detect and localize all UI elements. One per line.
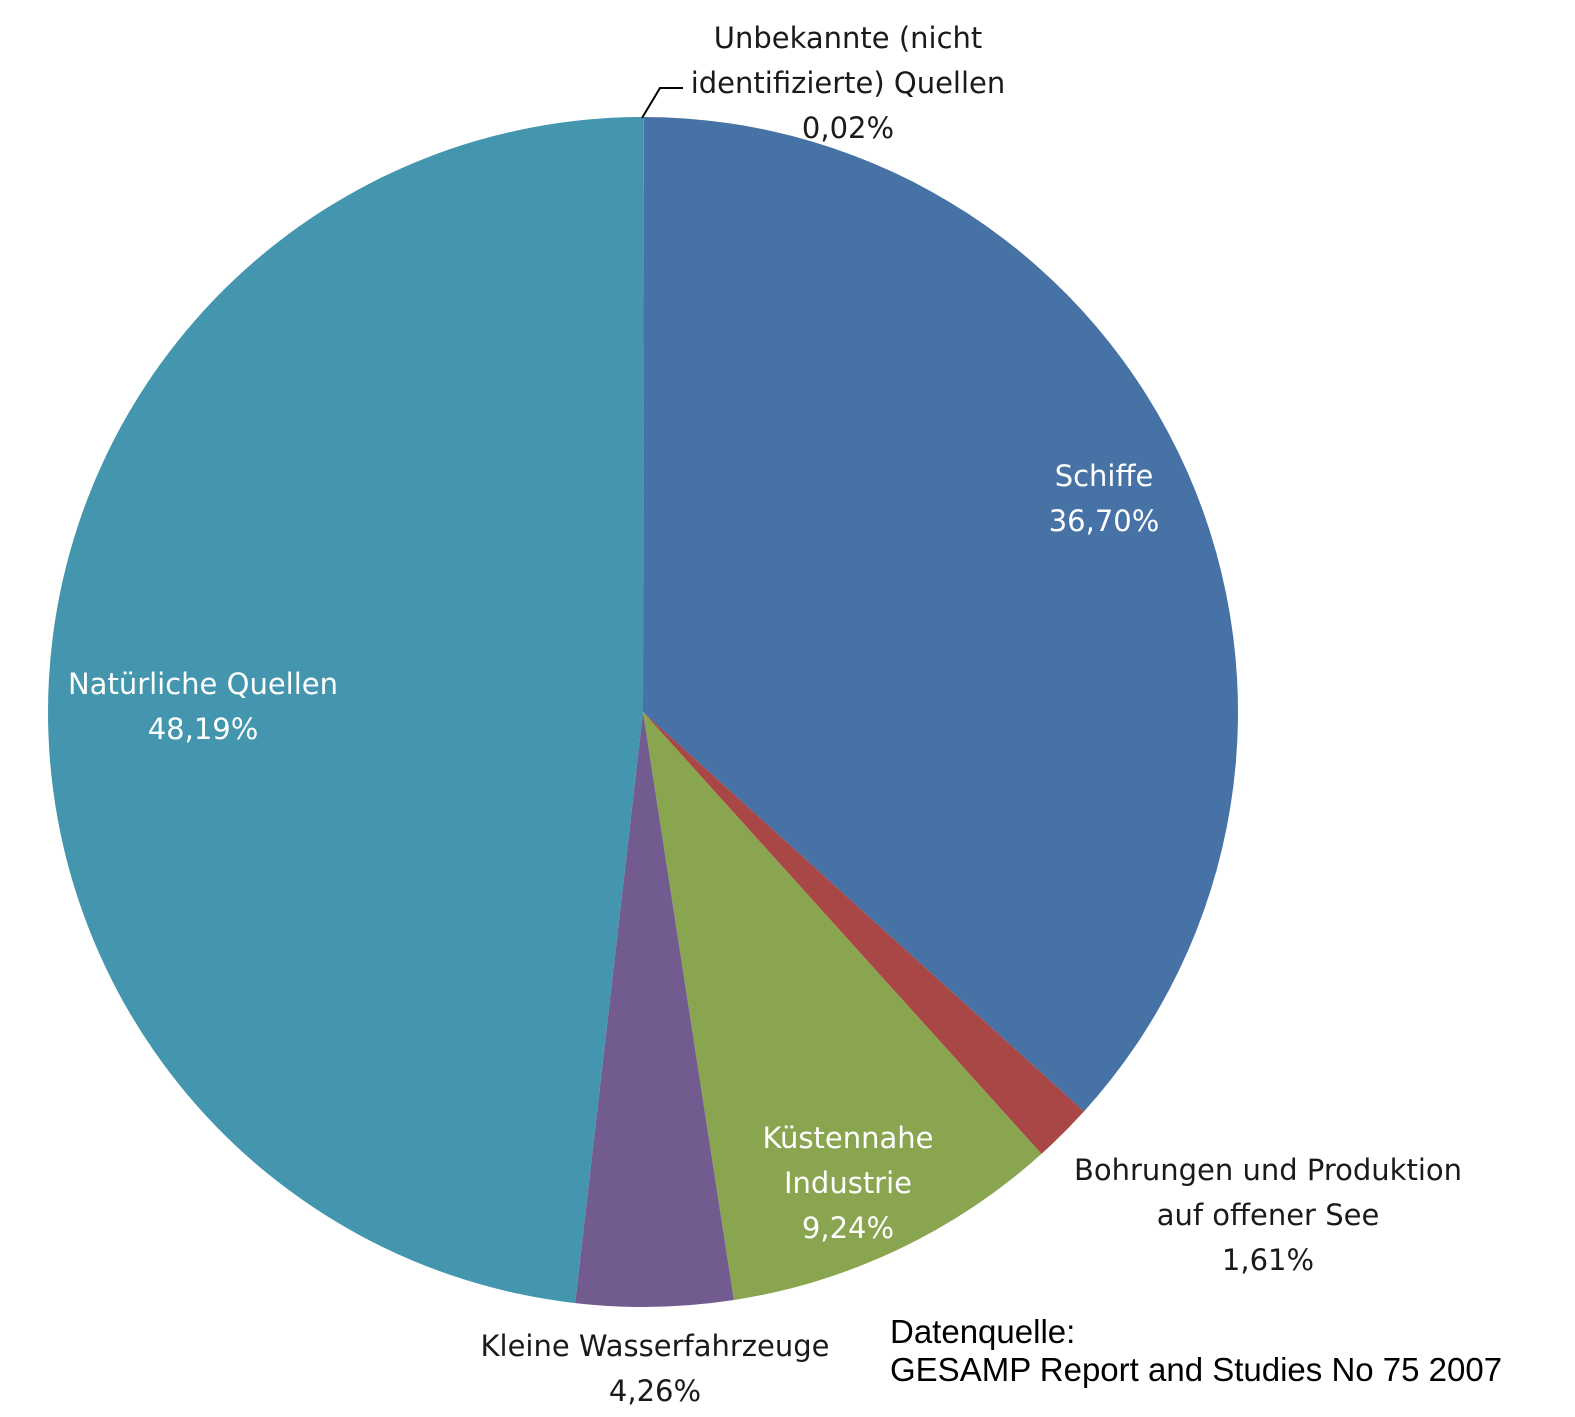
data-label-name-1: Schiffe xyxy=(1055,459,1154,493)
leader-line-0 xyxy=(641,87,683,119)
data-label-name-2: Bohrungen und Produktion xyxy=(1074,1153,1462,1187)
data-label-value-1: 36,70% xyxy=(1049,504,1160,538)
data-label-value-3: 9,24% xyxy=(802,1211,894,1245)
pie-slice-1 xyxy=(643,117,1238,1112)
data-label-name-0: Unbekannte (nicht xyxy=(714,21,983,55)
data-label-value-5: 48,19% xyxy=(148,712,259,746)
data-label-name-4: Kleine Wasserfahrzeuge xyxy=(481,1329,830,1363)
data-source-note: Datenquelle: GESAMP Report and Studies N… xyxy=(890,1313,1502,1389)
data-label-value-4: 4,26% xyxy=(609,1374,701,1408)
pie-slice-3 xyxy=(643,712,1042,1301)
data-label-name-2: auf offener See xyxy=(1157,1198,1380,1232)
data-label-name-0: identifizierte) Quellen xyxy=(691,66,1006,100)
pie-slice-5 xyxy=(48,116,643,1304)
data-source-label: Datenquelle: xyxy=(890,1313,1076,1350)
data-label-value-2: 1,61% xyxy=(1222,1243,1314,1277)
pie-slice-0 xyxy=(643,117,644,712)
data-label-name-5: Natürliche Quellen xyxy=(68,667,338,701)
data-label-name-3: Küstennahe xyxy=(762,1121,933,1155)
pie-slice-2 xyxy=(643,712,1085,1154)
data-source-reference: GESAMP Report and Studies No 75 2007 xyxy=(890,1351,1503,1388)
data-label-value-0: 0,02% xyxy=(802,111,894,145)
data-label-name-3: Industrie xyxy=(784,1166,912,1200)
pie-slice-4 xyxy=(575,712,734,1307)
